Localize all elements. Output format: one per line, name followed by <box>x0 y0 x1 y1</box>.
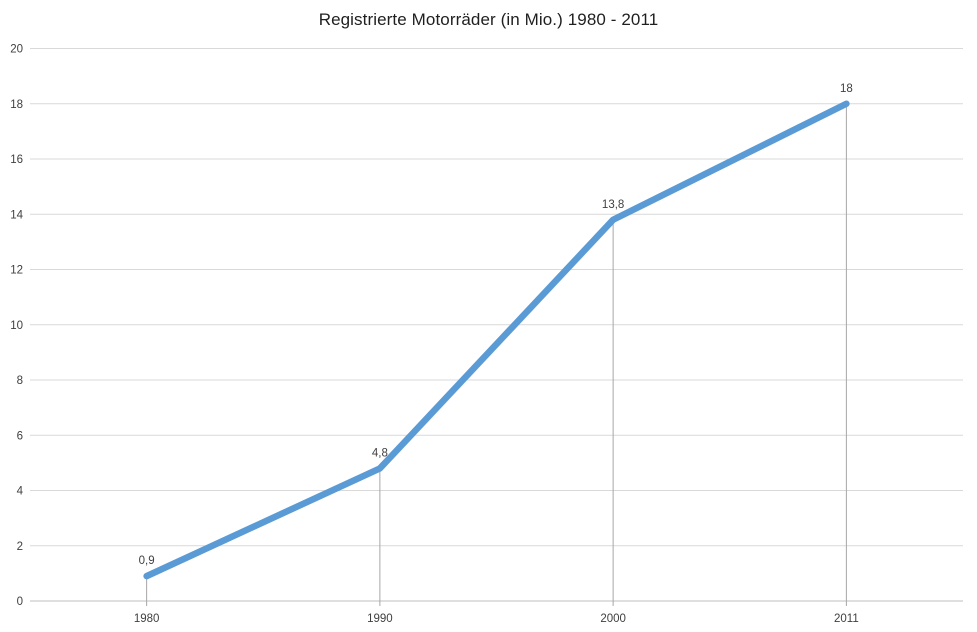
y-axis-tick-label: 20 <box>10 44 23 56</box>
data-series-line <box>143 100 850 580</box>
y-axis-tick-label: 8 <box>17 375 23 387</box>
data-point-label: 0,9 <box>139 555 155 567</box>
y-axis-tick-label: 12 <box>10 265 23 277</box>
y-axis-tick-label: 4 <box>17 486 24 498</box>
y-axis-tick-label: 18 <box>10 99 23 111</box>
x-axis-tick-label: 1980 <box>134 613 160 625</box>
y-axis-tick-label: 10 <box>10 320 23 332</box>
data-point-label: 4,8 <box>372 447 388 459</box>
x-axis-tick-label: 1990 <box>367 613 393 625</box>
y-axis-tick-label: 14 <box>10 209 23 221</box>
chart-title: Registrierte Motorräder (in Mio.) 1980 -… <box>318 10 659 29</box>
data-point-label: 13,8 <box>602 199 624 211</box>
y-axis-tick-label: 6 <box>17 430 23 442</box>
x-axis-tick-label: 2011 <box>834 613 859 625</box>
x-axis-tick-label: 2000 <box>600 613 626 625</box>
y-axis-tick-label: 2 <box>17 541 23 553</box>
y-axis-tick-label: 16 <box>10 154 23 166</box>
data-point-label: 18 <box>840 83 853 95</box>
y-axis-tick-label: 0 <box>17 596 23 608</box>
